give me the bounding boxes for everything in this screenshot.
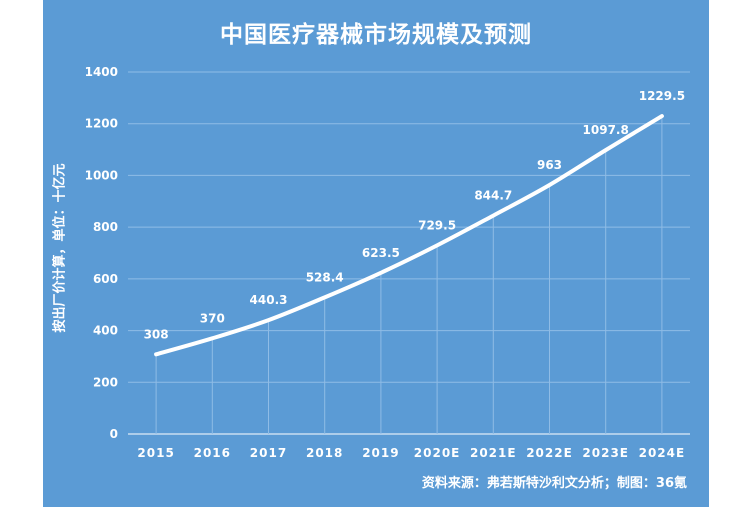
data-label: 308 bbox=[144, 327, 169, 341]
source-note: 资料来源：弗若斯特沙利文分析；制图：36氪 bbox=[421, 476, 687, 491]
y-tick-label: 0 bbox=[110, 427, 118, 441]
data-point bbox=[379, 271, 383, 275]
data-point bbox=[548, 183, 551, 187]
data-label: 1097.8 bbox=[583, 123, 629, 137]
chart-panel bbox=[43, 0, 709, 507]
data-point bbox=[267, 318, 270, 322]
x-tick-label: 2016 bbox=[194, 446, 231, 460]
y-tick-label: 200 bbox=[93, 375, 118, 389]
y-tick-label: 1000 bbox=[85, 168, 118, 182]
value-drop-lines bbox=[155, 116, 663, 434]
y-tick-label: 800 bbox=[93, 220, 118, 234]
series-line bbox=[154, 114, 664, 357]
data-point bbox=[323, 295, 327, 299]
data-label: 963 bbox=[537, 158, 562, 172]
data-point bbox=[210, 336, 214, 340]
y-tick-label: 1400 bbox=[85, 65, 118, 79]
data-label: 440.3 bbox=[250, 293, 288, 307]
data-label: 370 bbox=[200, 311, 225, 325]
x-tick-label: 2021E bbox=[470, 446, 517, 460]
y-tick-label: 400 bbox=[93, 324, 118, 338]
y-tick-label: 600 bbox=[93, 272, 118, 286]
data-label: 1229.5 bbox=[639, 89, 685, 103]
series bbox=[154, 114, 664, 357]
x-tick-labels: 2015 2016 2017 2018 2019 2020E 2021E 2022E 2023E… bbox=[137, 446, 686, 460]
x-tick-label: 2018 bbox=[306, 446, 343, 460]
data-labels: 308 370 440.3 528.4 623.5 729.5 844.7 963 1097.8… bbox=[144, 89, 685, 341]
y-tick-labels: 0 200 400 600 800 1000 1200 1400 bbox=[85, 65, 118, 441]
data-point bbox=[660, 114, 664, 118]
data-label: 844.7 bbox=[474, 189, 512, 203]
x-tick-label: 2019 bbox=[362, 446, 399, 460]
data-point bbox=[435, 243, 439, 247]
x-tick-label: 2023E bbox=[582, 446, 629, 460]
x-tick-label: 2022E bbox=[526, 446, 573, 460]
y-tick-label: 1200 bbox=[85, 117, 118, 131]
x-tick-label: 2024E bbox=[639, 446, 686, 460]
data-label: 729.5 bbox=[418, 218, 456, 232]
chart-title: 中国医疗器械市场规模及预测 bbox=[220, 21, 532, 48]
data-point bbox=[154, 352, 158, 356]
data-point bbox=[604, 148, 608, 152]
x-tick-label: 2017 bbox=[250, 446, 287, 460]
data-point bbox=[491, 214, 495, 218]
data-label: 623.5 bbox=[362, 246, 400, 260]
x-tick-label: 2015 bbox=[137, 446, 174, 460]
x-tick-label: 2020E bbox=[414, 446, 461, 460]
gridlines bbox=[128, 71, 690, 435]
data-label: 528.4 bbox=[306, 270, 344, 284]
